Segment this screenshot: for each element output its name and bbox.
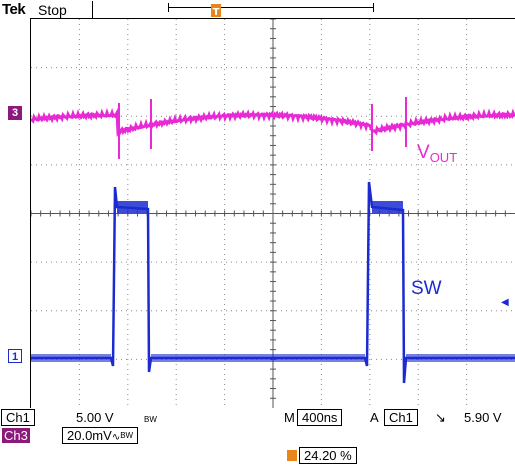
status-panel: Ch1 5.00 V BW Ch3 20.0mV∿BW M 400ns A Ch… [0, 408, 515, 468]
trigger-position-small-icon [287, 450, 297, 461]
ch3-name[interactable]: Ch3 [2, 428, 30, 443]
ch1-ground-marker[interactable]: 1 [8, 349, 22, 363]
ch1-low-noise [151, 354, 365, 362]
timebase-prefix: M [284, 410, 295, 425]
acquisition-state-box [32, 1, 93, 18]
acquisition-mode: A [370, 410, 379, 425]
trigger-position-icon: T [211, 4, 221, 18]
ch1-pulse-ringing [372, 201, 403, 213]
acquisition-state: Stop [38, 2, 67, 18]
vout-label-main: V [417, 142, 430, 163]
record-view-bar [168, 3, 374, 12]
vout-trace-label: VOUT [417, 142, 457, 165]
top-status-bar: Tek Stop T [0, 0, 515, 20]
ch3-ground-marker[interactable]: 3 [8, 106, 22, 120]
svg-text:T: T [213, 7, 220, 18]
vout-label-sub: OUT [429, 150, 458, 165]
trigger-position-readout: 24.20 % [287, 447, 357, 464]
ch1-name[interactable]: Ch1 [1, 409, 35, 426]
trigger-level-arrow-icon: ◀ [501, 297, 509, 308]
trigger-slope-icon: ↘ [435, 410, 446, 425]
graticule [31, 19, 515, 408]
ch3-trace [31, 107, 515, 137]
ch3-coupling-icon: ∿ [111, 432, 121, 443]
ch3-scale-box: 20.0mV∿BW [62, 427, 139, 444]
brand-logo: Tek [2, 1, 26, 18]
trigger-source[interactable]: Ch1 [384, 409, 418, 426]
trigger-position: 24.20 % [299, 447, 357, 464]
trigger-level: 5.90 V [464, 410, 502, 425]
sw-trace-label: SW [411, 278, 442, 299]
ch1-low-noise [406, 354, 515, 362]
ch3-bw-icon: BW [120, 431, 134, 440]
waveform-display[interactable] [30, 18, 515, 408]
ch1-scale: 5.00 V [76, 410, 114, 425]
timebase[interactable]: 400ns [297, 409, 343, 426]
ch3-scale: 20.0mV [67, 428, 112, 443]
ch1-pulse-ringing [117, 201, 148, 213]
ch1-low-noise [31, 354, 111, 362]
ch1-bw-icon: BW [144, 415, 157, 424]
